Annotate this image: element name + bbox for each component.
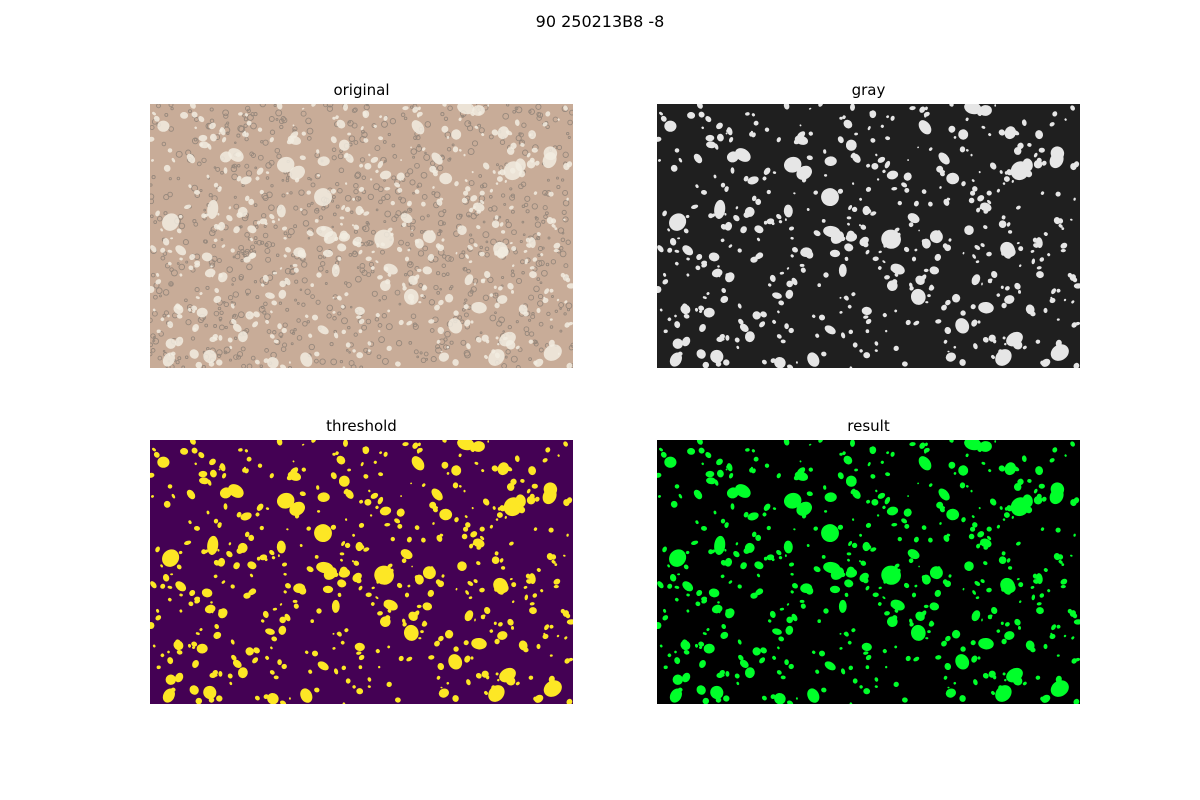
- panel-title-original: original: [333, 81, 390, 99]
- image-result-canvas: [657, 440, 1080, 704]
- particle-layer: [657, 104, 1080, 368]
- image-threshold-canvas: [150, 440, 573, 704]
- particle-layer: [150, 104, 573, 368]
- panel-title-gray: gray: [851, 81, 886, 99]
- particle-layer: [657, 440, 1080, 704]
- image-background: [657, 104, 1080, 368]
- image-original-canvas: [150, 104, 573, 368]
- image-gray: [657, 104, 1080, 368]
- image-original: [150, 104, 573, 368]
- panel-title-threshold: threshold: [326, 417, 397, 435]
- image-threshold: [150, 440, 573, 704]
- figure-title: 90 250213B8 -8: [535, 12, 665, 31]
- image-result: [657, 440, 1080, 704]
- panel-title-result: result: [847, 417, 890, 435]
- image-background: [150, 440, 573, 704]
- particle-layer: [150, 440, 573, 704]
- image-background: [657, 440, 1080, 704]
- texture-layer: [150, 104, 573, 368]
- image-gray-canvas: [657, 104, 1080, 368]
